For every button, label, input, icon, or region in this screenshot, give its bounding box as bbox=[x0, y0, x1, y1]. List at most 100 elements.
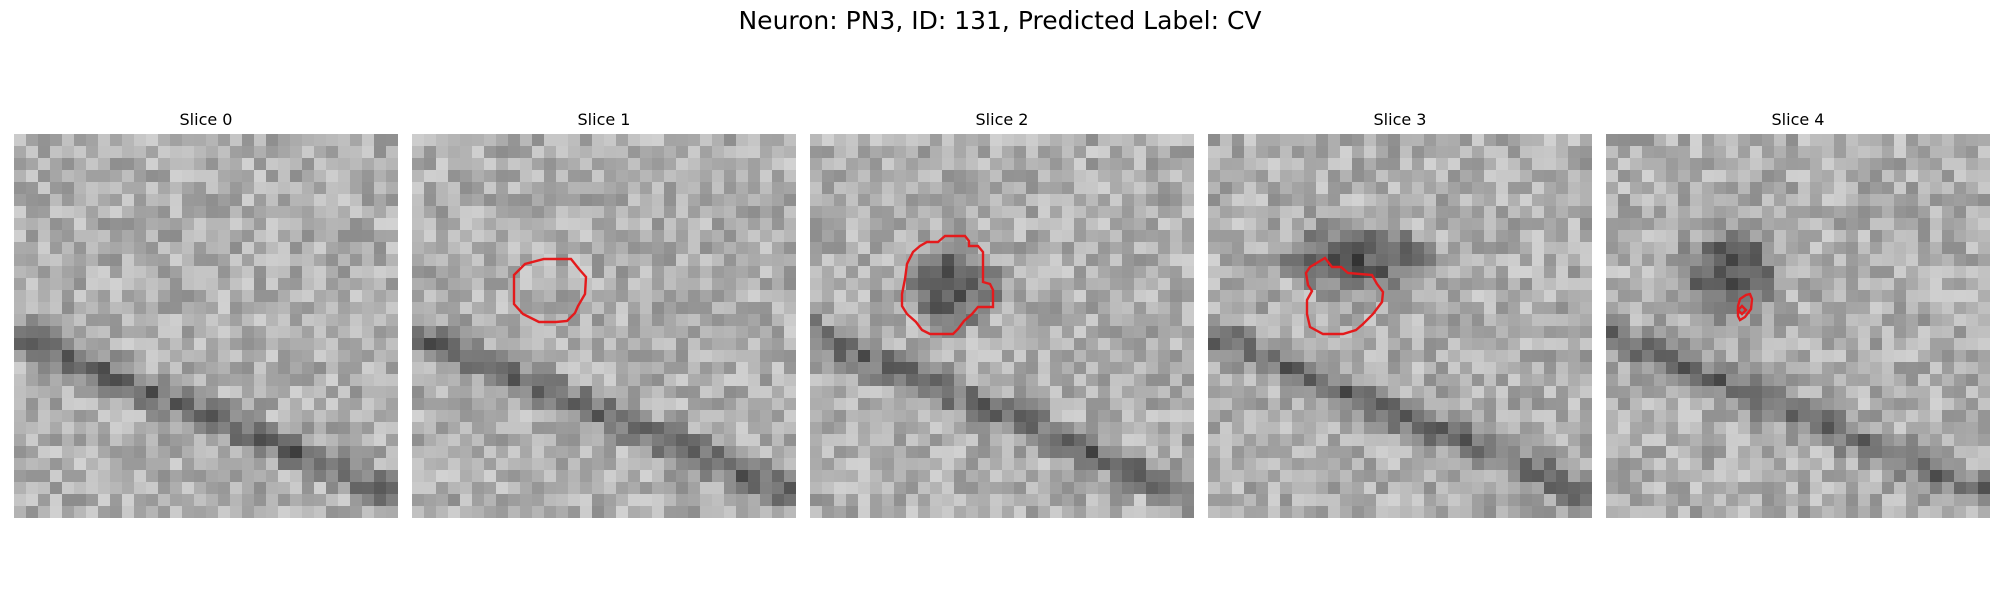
pixel bbox=[772, 362, 784, 374]
pixel bbox=[38, 194, 50, 206]
pixel bbox=[1580, 182, 1592, 194]
pixel bbox=[1208, 350, 1220, 362]
slice-panel-0: Slice 0 bbox=[14, 108, 398, 518]
pixel bbox=[520, 494, 532, 506]
pixel bbox=[1654, 170, 1666, 182]
pixel bbox=[1738, 182, 1750, 194]
pixel bbox=[616, 386, 628, 398]
pixel bbox=[278, 278, 290, 290]
pixel bbox=[14, 206, 26, 218]
pixel bbox=[206, 458, 218, 470]
pixel bbox=[302, 218, 314, 230]
pixel bbox=[146, 290, 158, 302]
pixel bbox=[1966, 254, 1978, 266]
pixel bbox=[1062, 410, 1074, 422]
pixel bbox=[1666, 410, 1678, 422]
pixel bbox=[1654, 314, 1666, 326]
pixel bbox=[544, 230, 556, 242]
pixel bbox=[858, 302, 870, 314]
pixel bbox=[86, 242, 98, 254]
pixel bbox=[206, 182, 218, 194]
pixel bbox=[242, 182, 254, 194]
pixel bbox=[134, 206, 146, 218]
pixel bbox=[1508, 146, 1520, 158]
pixel bbox=[386, 314, 398, 326]
pixel bbox=[918, 506, 930, 518]
pixel bbox=[484, 506, 496, 518]
pixel bbox=[254, 506, 266, 518]
pixel bbox=[1858, 362, 1870, 374]
pixel bbox=[472, 422, 484, 434]
pixel bbox=[134, 194, 146, 206]
pixel bbox=[846, 386, 858, 398]
pixel bbox=[1798, 302, 1810, 314]
pixel bbox=[1472, 158, 1484, 170]
pixel bbox=[628, 278, 640, 290]
pixel bbox=[1304, 242, 1316, 254]
pixel bbox=[592, 326, 604, 338]
pixel bbox=[1606, 314, 1618, 326]
pixel bbox=[688, 242, 700, 254]
pixel bbox=[846, 314, 858, 326]
pixel bbox=[568, 314, 580, 326]
pixel bbox=[918, 302, 930, 314]
pixel bbox=[724, 506, 736, 518]
pixel bbox=[1726, 146, 1738, 158]
pixel bbox=[1618, 302, 1630, 314]
pixel bbox=[62, 302, 74, 314]
pixel bbox=[1954, 158, 1966, 170]
pixel bbox=[218, 410, 230, 422]
pixel bbox=[1810, 302, 1822, 314]
pixel bbox=[484, 470, 496, 482]
pixel bbox=[978, 230, 990, 242]
pixel bbox=[134, 146, 146, 158]
pixel bbox=[134, 482, 146, 494]
pixel bbox=[62, 290, 74, 302]
pixel bbox=[362, 398, 374, 410]
pixel bbox=[50, 506, 62, 518]
pixel bbox=[1316, 350, 1328, 362]
pixel bbox=[822, 278, 834, 290]
pixel bbox=[1822, 230, 1834, 242]
pixel bbox=[870, 398, 882, 410]
pixel bbox=[1580, 146, 1592, 158]
pixel bbox=[918, 350, 930, 362]
pixel bbox=[604, 278, 616, 290]
pixel bbox=[1508, 494, 1520, 506]
pixel bbox=[1726, 314, 1738, 326]
pixel bbox=[858, 194, 870, 206]
pixel bbox=[1448, 446, 1460, 458]
pixel bbox=[62, 314, 74, 326]
pixel bbox=[1858, 266, 1870, 278]
pixel bbox=[1074, 506, 1086, 518]
pixel bbox=[1532, 350, 1544, 362]
pixel bbox=[1170, 266, 1182, 278]
pixel bbox=[38, 338, 50, 350]
pixel bbox=[1618, 170, 1630, 182]
pixel bbox=[978, 194, 990, 206]
pixel bbox=[1930, 170, 1942, 182]
pixel bbox=[362, 326, 374, 338]
pixel bbox=[1762, 446, 1774, 458]
pixel bbox=[1244, 458, 1256, 470]
pixel bbox=[484, 422, 496, 434]
pixel bbox=[1472, 194, 1484, 206]
pixel bbox=[1448, 410, 1460, 422]
pixel bbox=[966, 218, 978, 230]
pixel bbox=[1544, 434, 1556, 446]
pixel bbox=[1472, 182, 1484, 194]
pixel bbox=[1882, 194, 1894, 206]
pixel bbox=[640, 446, 652, 458]
pixel bbox=[748, 134, 760, 146]
pixel bbox=[520, 218, 532, 230]
pixel bbox=[1038, 278, 1050, 290]
pixel bbox=[882, 290, 894, 302]
pixel bbox=[206, 146, 218, 158]
pixel bbox=[1460, 254, 1472, 266]
pixel bbox=[520, 434, 532, 446]
pixel bbox=[472, 158, 484, 170]
pixel bbox=[146, 434, 158, 446]
pixel bbox=[1026, 350, 1038, 362]
pixel bbox=[1714, 458, 1726, 470]
pixel bbox=[1532, 206, 1544, 218]
